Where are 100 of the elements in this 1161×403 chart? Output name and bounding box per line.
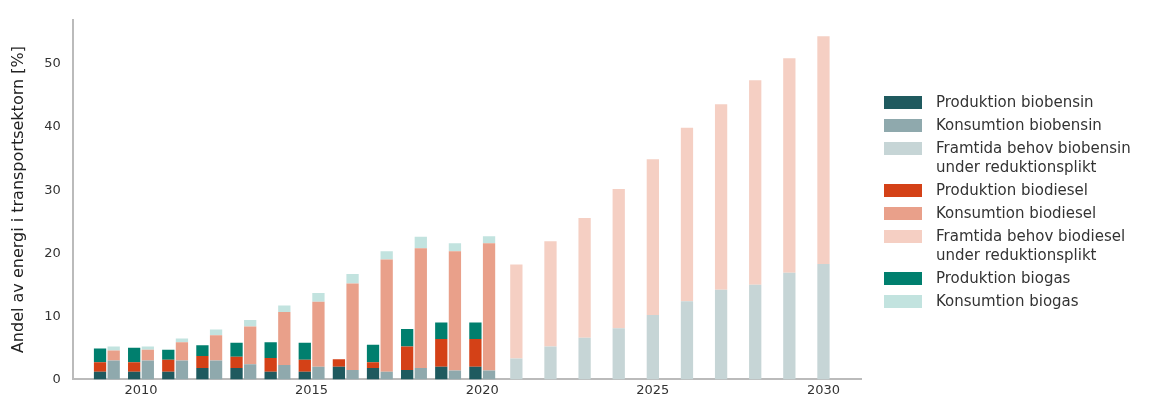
bar <box>380 251 393 260</box>
bar <box>278 364 291 380</box>
bar <box>380 259 393 372</box>
y-tick-label: 20 <box>44 244 61 260</box>
bar <box>332 366 346 380</box>
bar <box>278 311 291 365</box>
bar <box>482 236 496 244</box>
bar <box>346 274 359 284</box>
bar <box>209 335 223 361</box>
bar <box>783 58 796 273</box>
legend-label: Produktion biobensin <box>936 92 1094 112</box>
bar <box>510 358 523 380</box>
bar <box>312 366 325 380</box>
bar <box>264 342 277 358</box>
bar <box>435 366 448 380</box>
legend-label: Framtida behov biobensin under reduktionsplikt <box>936 138 1132 177</box>
bar <box>482 243 496 371</box>
legend-label: Produktion biodiesel <box>936 180 1089 200</box>
bar <box>128 362 141 372</box>
bar <box>817 263 830 380</box>
bar <box>244 326 257 365</box>
bar <box>162 349 175 360</box>
bar <box>448 251 462 371</box>
legend-label: Konsumtion biodiesel <box>936 203 1097 223</box>
bar <box>510 264 523 359</box>
bar <box>141 360 154 380</box>
bar <box>817 36 830 264</box>
bar <box>435 339 448 367</box>
bar <box>714 104 728 290</box>
bar <box>578 337 591 380</box>
bar <box>544 346 557 380</box>
bar <box>175 338 189 343</box>
bar <box>175 342 189 361</box>
bar <box>141 349 154 361</box>
bar <box>346 283 359 370</box>
bar <box>128 347 141 363</box>
y-tick-label: 40 <box>44 118 61 134</box>
bar <box>578 217 591 338</box>
bar <box>469 366 482 380</box>
bar <box>401 346 414 370</box>
x-tick-label: 2020 <box>465 381 499 397</box>
bar <box>366 368 380 380</box>
bar <box>312 301 325 367</box>
legend-label: Produktion biogas <box>936 268 1071 288</box>
bar <box>612 188 625 329</box>
bar <box>230 342 243 357</box>
bar <box>230 368 243 380</box>
bar <box>298 359 311 372</box>
bar <box>366 362 380 369</box>
bar <box>646 315 659 380</box>
bar <box>93 371 107 380</box>
bar <box>646 159 659 316</box>
bar <box>680 301 694 380</box>
y-tick-label: 50 <box>44 55 61 71</box>
bar <box>783 272 796 380</box>
bar <box>312 292 325 302</box>
y-tick-label: 30 <box>44 181 61 197</box>
bar <box>749 80 762 285</box>
bar <box>469 322 482 340</box>
bar <box>469 339 482 367</box>
bar <box>612 328 625 380</box>
bar <box>544 241 557 347</box>
bar <box>366 344 380 363</box>
bar <box>175 360 189 380</box>
bar <box>264 371 277 380</box>
bar <box>414 368 427 380</box>
bar <box>107 360 120 380</box>
bar <box>435 322 448 340</box>
x-tick-label: 2010 <box>124 381 158 397</box>
bar <box>264 357 277 372</box>
bar <box>414 236 427 249</box>
bar <box>93 362 107 372</box>
bar <box>380 371 393 380</box>
x-tick-label: 2025 <box>636 381 670 397</box>
bar <box>298 371 311 380</box>
bar <box>196 368 209 380</box>
legend-label: Framtida behov biodiesel under reduktionsplikt <box>936 226 1127 265</box>
legend-label: Konsumtion biobensin <box>936 115 1102 135</box>
bar <box>209 360 223 380</box>
bar <box>93 348 107 363</box>
y-axis-title: Andel av energi i transportsektorn [%] <box>7 46 27 354</box>
bar <box>162 359 175 372</box>
bar <box>332 359 346 367</box>
bar <box>714 289 728 380</box>
bar <box>680 127 694 302</box>
bar <box>749 284 762 380</box>
bar <box>107 350 120 361</box>
legend-label: Konsumtion biogas <box>936 291 1079 311</box>
bar <box>346 369 359 380</box>
bar <box>278 305 291 312</box>
y-tick-label: 0 <box>52 370 61 386</box>
bar <box>162 371 175 380</box>
x-tick-label: 2015 <box>295 381 329 397</box>
bar <box>196 345 209 357</box>
bar <box>298 342 311 360</box>
y-tick-label: 10 <box>44 307 61 323</box>
bar <box>196 356 209 369</box>
bar <box>128 371 141 380</box>
bar <box>401 369 414 380</box>
bar <box>414 248 427 369</box>
